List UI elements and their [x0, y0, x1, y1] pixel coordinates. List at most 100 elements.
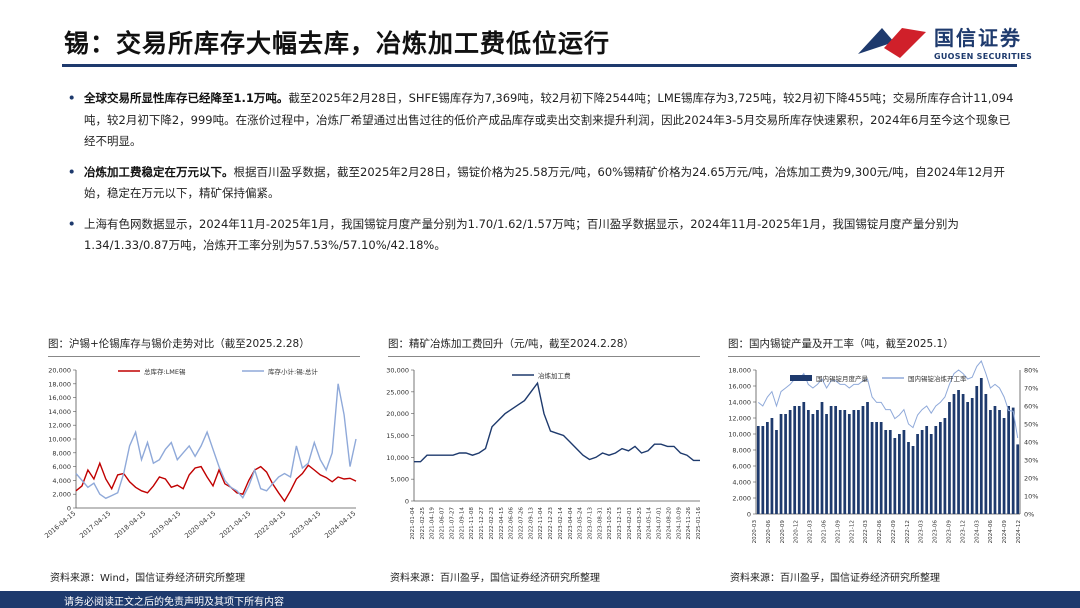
bullet-item: • 冶炼加工费稳定在万元以下。根据百川盈孚数据，截至2025年2月28日，锡锭价格…: [68, 162, 1020, 205]
y-tick-label: 0: [405, 498, 409, 506]
bar-mark: [770, 418, 774, 514]
x-tick-label: 2023-04-15: [288, 509, 322, 539]
x-tick-label: 2024-02-01: [627, 507, 633, 540]
x-tick-label: 2021-06: [821, 520, 827, 544]
y-tick-label: 30,000: [386, 367, 409, 375]
bullet-bold-text: 全球交易所显性库存已经降至1.1万吨。: [84, 91, 289, 105]
series-line: [757, 360, 1019, 439]
bar-mark: [820, 402, 824, 514]
x-tick-label: 2021-01-04: [410, 507, 416, 540]
x-tick-label: 2022-04-15: [499, 507, 505, 540]
x-tick-label: 2024-05-14: [647, 507, 653, 540]
logo-name-en: GUOSEN SECURITIES: [934, 52, 1033, 61]
bar-mark: [875, 422, 878, 514]
y-tick-label: 10,000: [48, 436, 71, 444]
bar-mark: [1002, 418, 1006, 514]
chart-caption-inventory: 图：沪锡+伦锡库存与锡价走势对比（截至2025.2.28）: [48, 336, 360, 357]
logo-name-cn: 国信证券: [934, 26, 1022, 50]
y-tick-label: 6,000: [732, 463, 751, 471]
bar-mark: [902, 430, 906, 514]
x-tick-label: 2021-04-15: [218, 509, 252, 539]
y-tick-label: 2,000: [732, 495, 751, 503]
x-tick-label: 2021-06-07: [440, 507, 446, 540]
y2-tick-label: 30%: [1024, 457, 1038, 465]
bar-mark: [829, 406, 833, 514]
x-tick-label: 2024-12: [1016, 520, 1022, 543]
x-tick-label: 2020-03: [752, 520, 758, 544]
bar-mark: [788, 410, 792, 514]
x-tick-label: 2023-08-31: [597, 507, 603, 540]
y-tick-label: 25,000: [386, 388, 409, 396]
x-tick-label: 2020-09: [780, 520, 786, 544]
x-tick-label: 2023-02-14: [558, 507, 564, 540]
x-tick-label: 2022-12: [905, 520, 911, 543]
bar-mark: [984, 394, 988, 514]
bar-mark: [806, 410, 810, 514]
y-tick-label: 20,000: [386, 410, 409, 418]
bar-mark: [998, 410, 1001, 514]
bar-mark: [970, 398, 974, 514]
bar-mark: [802, 402, 806, 514]
bar-mark: [898, 434, 901, 514]
y-tick-label: 0: [67, 505, 71, 513]
bullet-list: • 全球交易所显性库存已经降至1.1万吨。截至2025年2月28日，SHFE锡库存…: [68, 88, 1020, 266]
page-title: 锡：交易所库存大幅去库，冶炼加工费低位运行: [64, 29, 611, 58]
x-tick-label: 2022-03: [863, 520, 869, 544]
y-tick-label: 2,000: [52, 491, 71, 499]
x-tick-label: 2022-09: [891, 520, 897, 544]
footer-bar: 请务必阅读正文之后的免责声明及其项下所有内容: [0, 591, 1080, 608]
y-tick-label: 16,000: [728, 383, 751, 391]
x-tick-label: 2023-10-25: [607, 507, 613, 540]
x-tick-label: 2024-06: [988, 520, 994, 544]
x-tick-label: 2020-12: [794, 520, 800, 543]
bar-mark: [756, 426, 760, 514]
legend-label: 国内锡锭冶炼开工率: [908, 374, 967, 383]
bar-mark: [779, 414, 783, 514]
bar-mark: [843, 410, 847, 514]
y2-tick-label: 70%: [1024, 385, 1038, 393]
y-tick-label: 18,000: [728, 367, 751, 375]
x-tick-label: 2021-07-27: [449, 507, 455, 540]
series-line: [75, 461, 357, 503]
series-line: [414, 381, 700, 463]
x-tick-label: 2024-07-01: [657, 507, 663, 540]
y-tick-label: 15,000: [386, 432, 409, 440]
bar-mark: [888, 430, 892, 514]
chart-caption-output: 图：国内锡锭产量及开工率（吨，截至2025.1）: [728, 336, 1040, 357]
bar-mark: [870, 422, 874, 514]
bar-mark: [838, 410, 842, 514]
bullet-text: 截至2025年2月28日，SHFE锡库存为7,369吨，较2月初下降2544吨；…: [84, 91, 1014, 148]
bullet-dot-icon: •: [68, 216, 76, 231]
chart-source-tc: 资料来源：百川盈孚，国信证券经济研究所整理: [390, 573, 600, 584]
x-tick-label: 2022-06: [877, 520, 883, 544]
x-tick-label: 2021-02-25: [420, 507, 426, 540]
legend-swatch: [790, 375, 812, 381]
bar-mark: [1011, 407, 1015, 514]
company-logo: 国信证券 GUOSEN SECURITIES: [858, 20, 1038, 66]
bar-mark: [861, 406, 865, 514]
x-tick-label: 2021-03: [808, 520, 814, 544]
bar-mark: [766, 422, 769, 514]
output-chart: 0 2,000 4,000 6,000 8,000 10,000 12,000 14,000 1…: [728, 360, 1038, 544]
bullet-item: • 上海有色网数据显示，2024年11月-2025年1月，我国锡锭月度产量分别为1…: [68, 214, 1020, 257]
bullet-text: 上海有色网数据显示，2024年11月-2025年1月，我国锡锭月度产量分别为1.…: [84, 216, 959, 253]
chart-caption-tc: 图：精矿冶炼加工费回升（元/吨，截至2024.2.28）: [388, 336, 700, 357]
x-tick-label: 2021-09: [835, 520, 841, 544]
bar-mark: [966, 402, 970, 514]
y-tick-label: 16,000: [48, 394, 71, 402]
bar-mark: [925, 426, 929, 514]
y-tick-label: 14,000: [48, 408, 71, 416]
bar-mark: [938, 422, 942, 514]
y2-tick-label: 20%: [1024, 475, 1038, 483]
y2-tick-label: 60%: [1024, 403, 1038, 411]
x-tick-label: 2022-11-04: [538, 507, 544, 540]
x-tick-label: 2023-03: [919, 520, 925, 544]
bar-mark: [952, 394, 956, 514]
bar-mark: [816, 410, 819, 514]
bar-mark: [847, 414, 851, 514]
x-tick-label: 2022-02-23: [489, 507, 495, 540]
y-tick-label: 18,000: [48, 380, 71, 388]
bar-mark: [852, 410, 856, 514]
y-tick-label: 0: [747, 511, 751, 519]
